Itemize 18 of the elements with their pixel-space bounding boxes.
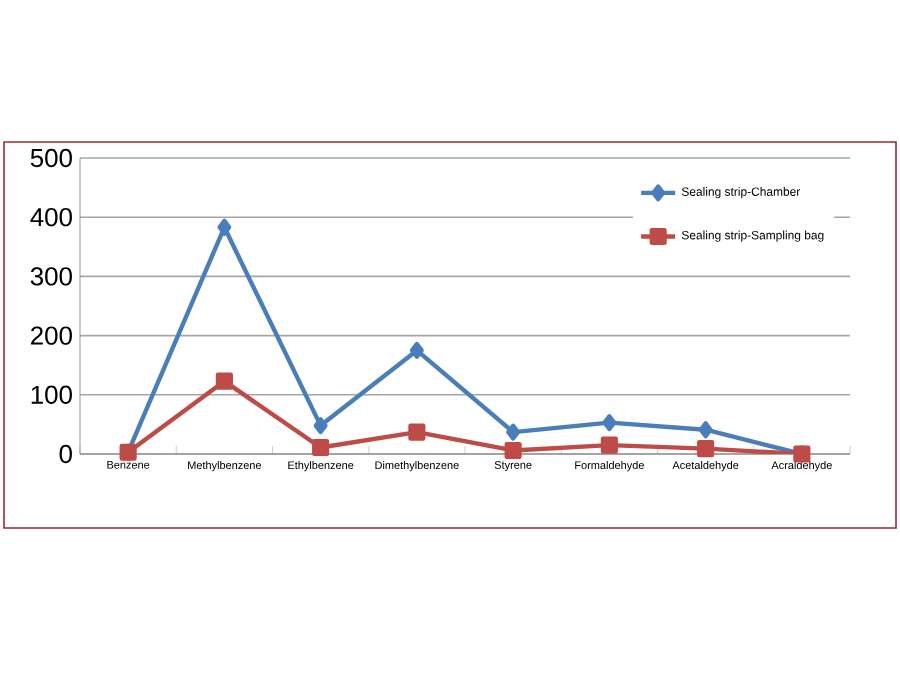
y-tick-label: 500 [30, 148, 72, 168]
point [408, 423, 426, 441]
point [217, 218, 232, 236]
y-tick-label: 400 [30, 208, 72, 227]
point [602, 414, 617, 432]
point [312, 438, 330, 457]
point [215, 372, 233, 390]
point [504, 441, 522, 460]
point [506, 423, 521, 441]
point [698, 421, 713, 439]
point [697, 440, 715, 458]
point [409, 341, 424, 359]
point [600, 436, 618, 454]
y-tick-label: 100 [31, 385, 72, 404]
y-tick-label: 300 [30, 267, 72, 286]
y-tick-label: 0 [59, 444, 72, 464]
point [313, 417, 328, 435]
y-tick-label: 200 [31, 326, 72, 345]
